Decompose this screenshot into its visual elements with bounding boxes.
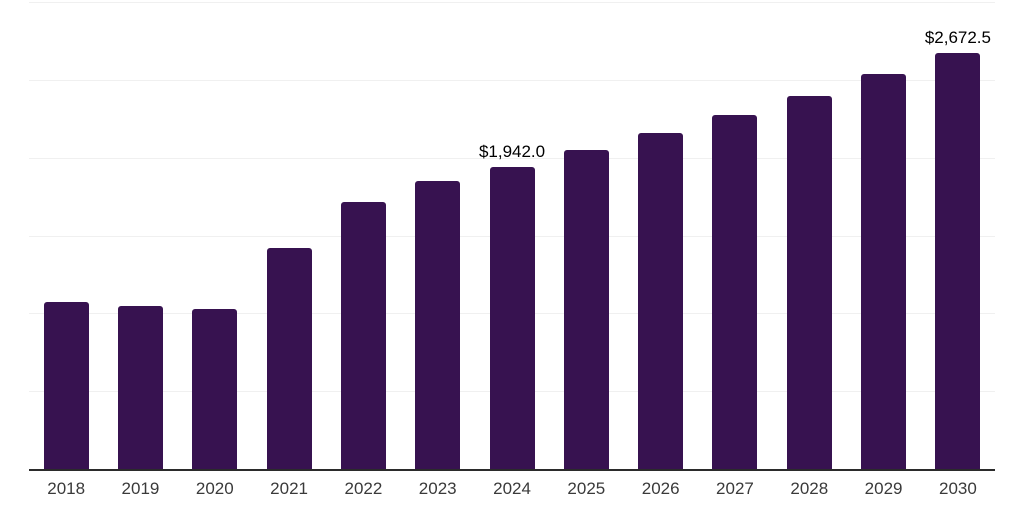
bar-2020 (192, 308, 238, 469)
bar-2026 (638, 132, 684, 469)
x-tick-2027: 2027 (716, 479, 754, 498)
x-tick-2019: 2019 (121, 479, 160, 498)
bar-2019 (117, 305, 163, 469)
gridline-3000 (29, 2, 995, 3)
x-tick-2021: 2021 (270, 479, 308, 498)
bars-layer: $1,942.0 $2,672.5 (29, 2, 995, 469)
gridline-2000 (29, 157, 995, 159)
bar-2023 (415, 181, 461, 469)
x-tick-2018: 2018 (47, 479, 86, 498)
plot-area: $1,942.0 $2,672.5 (29, 2, 995, 471)
bar-slot-2026 (624, 2, 698, 469)
bar-slot-2021 (252, 2, 326, 469)
x-tick-2026: 2026 (641, 479, 680, 498)
bar-slot-2022 (326, 2, 400, 469)
bar-slot-2029 (846, 2, 920, 469)
bar-2021 (266, 247, 312, 469)
bar-slot-2020 (178, 2, 252, 469)
bar-2025 (563, 149, 609, 469)
bar-slot-2019 (103, 2, 177, 469)
bar-2030: $2,672.5 (925, 28, 991, 469)
x-tick-2024: 2024 (493, 479, 531, 498)
bar-slot-2027 (698, 2, 772, 469)
x-tick-2029: 2029 (864, 479, 903, 498)
bar-2024: $1,942.0 (479, 142, 545, 469)
x-tick-2028: 2028 (790, 479, 829, 498)
gridline-2500 (29, 79, 995, 81)
bar-slot-2028 (772, 2, 846, 469)
bar-value-label-2030: $2,672.5 (924, 27, 991, 47)
x-tick-2020: 2020 (195, 479, 234, 498)
bar-2029 (861, 74, 907, 469)
x-tick-2030: 2030 (938, 479, 977, 498)
bar-2022 (340, 202, 386, 469)
bar-2028 (786, 96, 832, 469)
x-axis-tick-labels: 2018 2019 2020 2021 2022 2023 2024 2025 2026 2027… (29, 479, 995, 499)
bar-slot-2024: $1,942.0 (475, 2, 549, 469)
bar-slot-2023 (401, 2, 475, 469)
bar-2027 (712, 114, 758, 469)
x-tick-2022: 2022 (344, 479, 383, 498)
x-tick-2025: 2025 (567, 479, 606, 498)
bar-slot-2018 (29, 2, 103, 469)
bar-2018 (43, 302, 89, 469)
bar-slot-2030: $2,672.5 (921, 2, 995, 469)
bar-slot-2025 (549, 2, 623, 469)
x-tick-2023: 2023 (418, 479, 457, 498)
bar-value-label-2024: $1,942.0 (478, 141, 546, 161)
